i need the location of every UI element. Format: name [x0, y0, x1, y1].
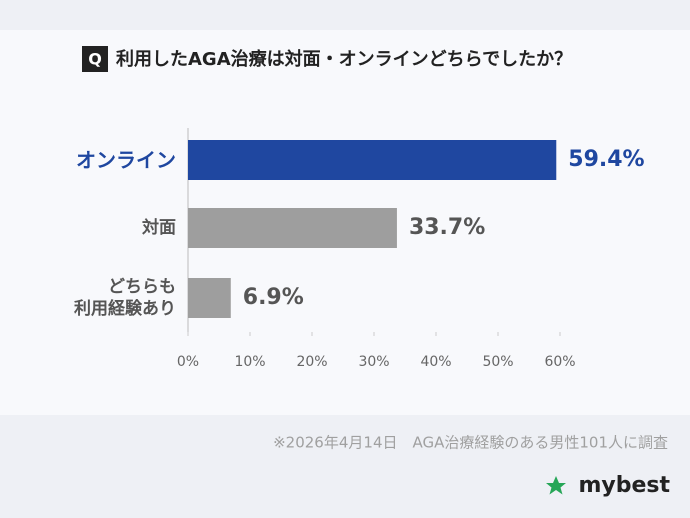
value-label: 59.4%: [568, 147, 644, 172]
category-label: 対面: [142, 218, 176, 238]
badge-box: [82, 46, 108, 72]
brand: mybest: [578, 473, 670, 498]
value-label: 33.7%: [409, 215, 485, 240]
brand-star: [546, 476, 566, 495]
x-tick-label: 40%: [420, 354, 451, 370]
x-tick-label: 0%: [177, 354, 199, 370]
bar: [188, 208, 397, 248]
x-tick-label: 10%: [234, 354, 265, 370]
footnote: ※2026年4月14日 AGA治療経験のある男性101人に調査: [273, 434, 668, 452]
bar: [188, 278, 231, 318]
chart-title: 利用したAGA治療は対面・オンラインどちらでしたか？: [116, 48, 572, 70]
badge: Q: [88, 50, 102, 69]
x-tick-label: 60%: [544, 354, 575, 370]
x-tick-label: 50%: [482, 354, 513, 370]
x-tick-label: 30%: [358, 354, 389, 370]
category-label: どちらも 利用経験あり: [74, 277, 176, 319]
x-tick-label: 20%: [296, 354, 327, 370]
bar: [188, 140, 557, 180]
category-label: オンライン: [76, 148, 176, 172]
value-label: 6.9%: [243, 285, 304, 310]
